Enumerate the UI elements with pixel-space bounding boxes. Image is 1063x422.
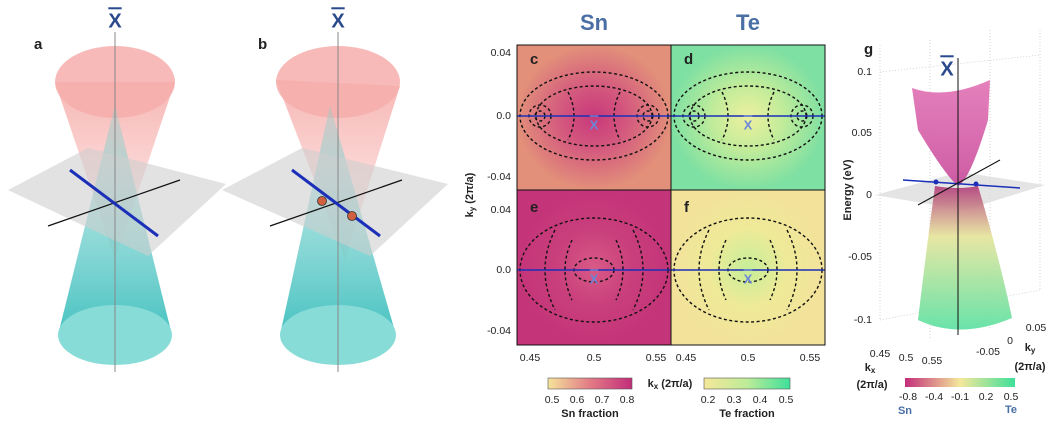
colorbar <box>547 377 633 390</box>
shape <box>879 54 1041 73</box>
colorbar-title: Sn fraction <box>561 408 619 420</box>
text-part: (2π/a) <box>658 378 692 390</box>
text-part: (2π/a) <box>464 172 476 206</box>
upper-band <box>912 80 990 186</box>
point-label: X <box>744 117 753 132</box>
colorbar-tick: 0.3 <box>727 394 742 406</box>
colorbar-tick: 0.5 <box>545 394 560 406</box>
panel-label: f <box>684 199 690 216</box>
colorbar-tick: -0.4 <box>925 391 943 403</box>
ky-line <box>902 179 1021 189</box>
x-tick-label: 0.5 <box>741 352 756 364</box>
panel-b: b X <box>222 10 448 372</box>
z-tick-label: 0.1 <box>857 66 872 78</box>
y-tick-label: 0.04 <box>491 47 512 59</box>
point-label: X <box>590 117 599 132</box>
colorbar-tick: 0.4 <box>753 394 768 406</box>
colorbar-tick: 0.8 <box>620 394 635 406</box>
colorbar-tick: 0.2 <box>979 391 994 403</box>
fraction-maps: Sn Te c d e f X X X X ky (2π/a) 0.04 0.0… <box>464 10 826 420</box>
ky-line <box>69 168 159 238</box>
x-tick-label: 0.5 <box>587 352 602 364</box>
x-tick-label: 0.45 <box>676 352 697 364</box>
y-tick-label: -0.04 <box>487 325 511 337</box>
x-axis-label: kx (2π/a) <box>648 378 693 391</box>
kx-axis-unit: (2π/a) <box>856 379 887 391</box>
map-e <box>517 190 671 345</box>
text-part: y <box>1031 346 1036 355</box>
kx-tick-label: 0.45 <box>870 348 891 360</box>
panel-a: a X <box>8 10 226 372</box>
map-c <box>517 45 671 190</box>
ky-line <box>291 168 381 238</box>
panel-label: c <box>530 51 538 68</box>
point-label: X <box>590 271 599 286</box>
column-header: Sn <box>580 10 608 35</box>
colorbar-tick: -0.8 <box>899 391 917 403</box>
colorbar-tick: -0.1 <box>951 391 969 403</box>
ky-tick-label: -0.05 <box>976 346 1000 358</box>
text-part: x <box>871 366 876 375</box>
ky-axis-label: ky <box>1025 342 1036 355</box>
panel-label: b <box>258 36 267 53</box>
panel-label: a <box>34 36 43 53</box>
kx-axis-label: kx <box>865 362 876 375</box>
colorbar <box>703 377 791 390</box>
y-axis-label: ky (2π/a) <box>464 172 477 217</box>
kx-tick-label: 0.55 <box>922 355 943 367</box>
node <box>973 181 979 187</box>
map-f <box>671 190 825 345</box>
text-part: k <box>1025 342 1032 354</box>
x-tick-label: 0.55 <box>646 352 667 364</box>
lower-band <box>918 186 1012 330</box>
colorbar-tick: 0.5 <box>1004 391 1019 403</box>
z-tick-label: 0 <box>866 189 872 201</box>
point-label: X <box>108 10 122 32</box>
y-tick-label: 0.04 <box>491 204 512 216</box>
ky-tick-label: 0 <box>1007 335 1013 347</box>
colorbar-tick: 0.7 <box>595 394 610 406</box>
column-header: Te <box>736 10 760 35</box>
y-tick-label: 0.0 <box>496 110 511 122</box>
kx-line <box>917 159 1001 206</box>
text-part: k <box>464 210 476 217</box>
colorbar-end: Sn <box>898 405 912 417</box>
colorbar-title: Te fraction <box>719 408 775 420</box>
colorbar-tick: 0.5 <box>779 394 794 406</box>
text-part: y <box>468 206 477 211</box>
panel-label: e <box>530 199 538 216</box>
weyl-point <box>347 211 357 221</box>
y-tick-label: 0.0 <box>496 264 511 276</box>
x-tick-label: 0.55 <box>800 352 821 364</box>
colorbar-tick: 0.2 <box>701 394 716 406</box>
z-tick-label: -0.1 <box>854 314 872 326</box>
colorbar-end: Te <box>1005 404 1017 416</box>
text-part: k <box>648 378 655 390</box>
text-part: k <box>865 362 872 374</box>
map-d <box>671 45 825 190</box>
text-part: x <box>654 382 659 391</box>
y-tick-label: -0.04 <box>487 171 511 183</box>
panel-g: g X Energy (eV) 0.1 0.05 0 -0.05 -0.1 0.… <box>842 30 1046 417</box>
ky-tick-label: 0.05 <box>1026 322 1047 334</box>
kx-tick-label: 0.5 <box>899 352 914 364</box>
colorbar-tick: 0.6 <box>570 394 585 406</box>
z-axis-label: Energy (eV) <box>842 159 854 220</box>
weyl-point <box>317 196 327 206</box>
point-label: X <box>940 58 954 80</box>
panel-label: d <box>684 51 693 68</box>
z-tick-label: 0.05 <box>852 127 873 139</box>
point-label: X <box>331 10 345 32</box>
panel-label: g <box>864 41 873 58</box>
z-tick-label: -0.05 <box>848 251 872 263</box>
point-label: X <box>744 271 753 286</box>
colorbar <box>905 378 1015 387</box>
ky-axis-unit: (2π/a) <box>1014 361 1045 373</box>
node <box>933 179 939 185</box>
x-tick-label: 0.45 <box>520 352 541 364</box>
